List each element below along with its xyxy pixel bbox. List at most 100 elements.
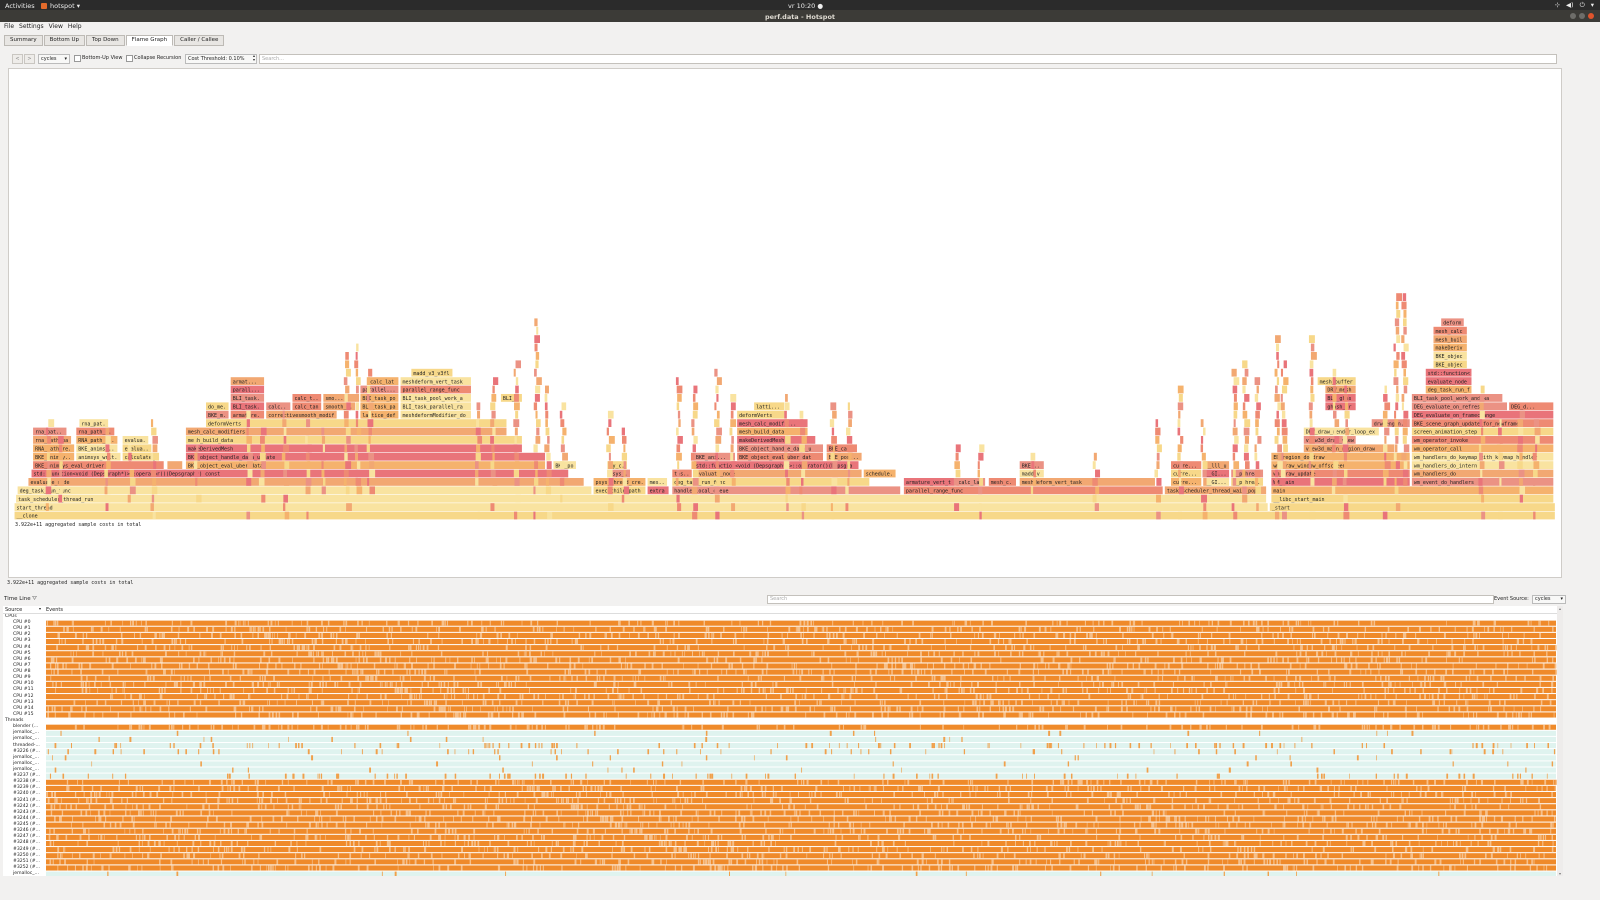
flame-frame-box[interactable] (1332, 377, 1336, 385)
flame-frame[interactable]: mesh_buffer (1317, 377, 1356, 385)
flame-frame-box[interactable] (1382, 511, 1388, 520)
flame-frame-box[interactable] (544, 444, 550, 453)
flame-frame[interactable]: mesh_buil (1433, 335, 1467, 343)
flame-frame-box[interactable] (1395, 436, 1399, 444)
flame-frame-box[interactable] (261, 444, 265, 453)
flame-frame-box[interactable] (47, 444, 51, 453)
flame-frame[interactable]: mesh_calc_modifi... (737, 419, 808, 427)
flame-frame-box[interactable] (562, 427, 567, 436)
flame-frame-box[interactable] (831, 478, 838, 486)
flame-frame-box[interactable] (476, 419, 480, 427)
menu-view[interactable]: View (48, 23, 63, 30)
flame-frame-box[interactable] (400, 377, 471, 385)
flame-frame-box[interactable] (731, 436, 734, 444)
flame-frame-box[interactable] (1256, 385, 1259, 394)
flame-frame-box[interactable] (33, 461, 164, 469)
flame-frame-box[interactable] (954, 503, 960, 511)
flame-frame-box[interactable] (1396, 469, 1399, 478)
flame-frame-box[interactable] (1281, 452, 1284, 461)
flame-frame-box[interactable] (283, 436, 287, 444)
flame-frame-box[interactable] (1425, 368, 1472, 377)
flame-frame-box[interactable] (1403, 326, 1407, 335)
flame-frame[interactable]: latti... (754, 402, 785, 411)
flame-frame-box[interactable] (716, 427, 722, 436)
flame-frame[interactable]: __clone (14, 511, 1555, 520)
flame-frame-box[interactable] (1333, 427, 1337, 436)
flame-frame-box[interactable] (1333, 385, 1336, 394)
flame-frame-box[interactable] (544, 402, 548, 411)
flame-search-input[interactable]: Search... (259, 54, 1557, 64)
flame-frame[interactable]: deg_task_run_func (17, 486, 592, 495)
flame-frame-box[interactable] (1519, 486, 1526, 495)
flame-frame-box[interactable] (561, 436, 565, 444)
flame-frame[interactable]: RNA_path_r.. (76, 436, 118, 444)
flame-frame-box[interactable] (1403, 318, 1407, 327)
flame-frame-box[interactable] (1255, 427, 1259, 436)
flame-frame-box[interactable] (559, 410, 563, 419)
flame-frame-box[interactable] (1177, 402, 1184, 411)
flame-frame-box[interactable] (1480, 385, 1485, 394)
flame-frame-box[interactable] (477, 511, 480, 520)
flame-frame-box[interactable] (1177, 419, 1181, 427)
flame-frame-box[interactable] (1433, 352, 1467, 360)
flame-frame-box[interactable] (785, 436, 791, 444)
flame-frame-box[interactable] (1401, 394, 1405, 402)
flame-frame-box[interactable] (1479, 394, 1485, 402)
flame-frame-box[interactable] (714, 402, 717, 411)
flame-frame-box[interactable] (1092, 494, 1097, 503)
flame-frame-box[interactable] (354, 394, 360, 402)
flame-frame-box[interactable] (534, 478, 539, 486)
flame-frame-box[interactable] (677, 394, 682, 402)
tab-top-down[interactable]: Top Down (86, 35, 125, 46)
flame-frame-box[interactable] (345, 352, 349, 360)
flame-frame-box[interactable] (1394, 486, 1399, 495)
flame-frame-box[interactable] (368, 452, 374, 461)
flame-frame-box[interactable] (676, 452, 682, 461)
flame-frame-box[interactable] (1031, 461, 1035, 469)
flame-frame-box[interactable] (1201, 452, 1206, 461)
flame-frame-box[interactable] (1383, 444, 1388, 453)
flame-frame-box[interactable] (1403, 444, 1410, 453)
flame-frame-box[interactable] (1403, 343, 1409, 352)
flame-frame-box[interactable] (786, 427, 789, 436)
flame-frame-box[interactable] (714, 486, 720, 495)
flame-frame-box[interactable] (194, 436, 197, 444)
flame-frame-box[interactable] (1403, 385, 1408, 394)
flame-frame-box[interactable] (647, 478, 668, 486)
flame-frame-box[interactable] (1384, 427, 1390, 436)
flame-frame-box[interactable] (691, 427, 695, 436)
flame-frame-box[interactable] (367, 419, 374, 427)
flame-frame-box[interactable] (1497, 469, 1503, 478)
flame-frame-box[interactable] (1244, 503, 1247, 511)
flame-frame-box[interactable] (801, 436, 807, 444)
flame-frame-box[interactable] (354, 360, 359, 369)
flame-frame[interactable]: makeDerivedMesh (737, 436, 816, 444)
flame-frame[interactable]: rna_path_p. (76, 427, 115, 436)
flame-frame[interactable]: mesh_build_data (185, 436, 522, 444)
flame-frame-box[interactable] (677, 436, 683, 444)
flame-frame-box[interactable] (621, 494, 625, 503)
flame-frame-box[interactable] (59, 486, 63, 495)
flame-frame-box[interactable] (477, 436, 483, 444)
flame-frame[interactable]: __GI... (1203, 478, 1230, 486)
flame-frame-box[interactable] (1331, 486, 1336, 495)
flame-frame-box[interactable] (122, 444, 152, 453)
flame-frame[interactable]: tas.. (672, 469, 692, 478)
flame-frame-box[interactable] (1254, 452, 1258, 461)
flame-frame-box[interactable] (1384, 452, 1387, 461)
flame-frame-box[interactable] (675, 377, 679, 385)
flame-frame-box[interactable] (977, 469, 980, 478)
flame-frame-box[interactable] (692, 478, 699, 486)
flame-frame-box[interactable] (737, 410, 785, 419)
flame-frame-box[interactable] (799, 410, 804, 419)
flame-frame-box[interactable] (1310, 343, 1315, 352)
flame-frame[interactable]: evalua.. (122, 444, 152, 453)
flame-frame-box[interactable] (672, 469, 692, 478)
flame-frame-box[interactable] (830, 503, 833, 511)
flame-frame-box[interactable] (1411, 402, 1507, 411)
col-events[interactable]: Events (46, 607, 63, 613)
flame-frame-box[interactable] (608, 461, 613, 469)
flame-frame-box[interactable] (1334, 436, 1340, 444)
flame-frame-box[interactable] (784, 402, 790, 411)
flame-frame[interactable]: deg_task_run_func (672, 478, 870, 486)
